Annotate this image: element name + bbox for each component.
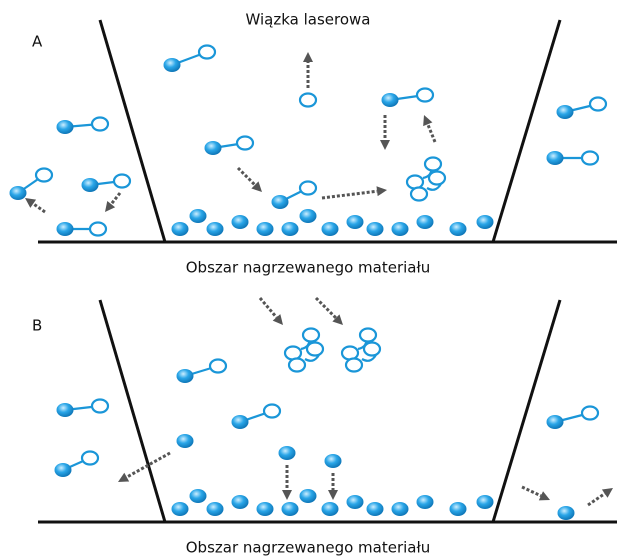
atom bbox=[347, 495, 364, 509]
arrow bbox=[588, 494, 605, 505]
atom-hollow bbox=[92, 118, 108, 131]
atom bbox=[57, 120, 74, 134]
page: Wiązka laserowa A Obszar nagrzewanego ma… bbox=[0, 0, 617, 558]
atom-hollow bbox=[346, 359, 362, 372]
beam-label: Wiązka laserowa bbox=[246, 11, 371, 29]
arrow-head bbox=[376, 186, 387, 196]
atom-hollow bbox=[90, 223, 106, 236]
atom-hollow bbox=[425, 158, 441, 171]
atom bbox=[257, 502, 274, 516]
atom-hollow bbox=[590, 98, 606, 111]
atom bbox=[177, 369, 194, 383]
atom bbox=[279, 446, 296, 460]
atom bbox=[347, 215, 364, 229]
diagram: Wiązka laserowa A Obszar nagrzewanego ma… bbox=[0, 0, 617, 558]
atom bbox=[172, 222, 189, 236]
atom bbox=[450, 502, 467, 516]
atom bbox=[392, 502, 409, 516]
atom-hollow bbox=[364, 343, 380, 356]
atom bbox=[367, 502, 384, 516]
atom-hollow bbox=[36, 169, 52, 182]
atom-hollow bbox=[114, 175, 130, 188]
atom-hollow bbox=[82, 452, 98, 465]
atom bbox=[282, 502, 299, 516]
atom bbox=[322, 222, 339, 236]
arrow bbox=[428, 124, 435, 142]
atom-hollow bbox=[237, 137, 253, 150]
arrow bbox=[260, 298, 277, 317]
caption: Obszar nagrzewanego materiału bbox=[186, 539, 431, 557]
atom bbox=[477, 215, 494, 229]
atom bbox=[367, 222, 384, 236]
atom-hollow bbox=[199, 46, 215, 59]
atom bbox=[547, 415, 564, 429]
atom bbox=[207, 222, 224, 236]
arrow-head bbox=[602, 488, 613, 498]
atom bbox=[450, 222, 467, 236]
atom-hollow bbox=[303, 329, 319, 342]
atom bbox=[325, 454, 342, 468]
atom bbox=[190, 209, 207, 223]
atom bbox=[557, 105, 574, 119]
atom bbox=[207, 502, 224, 516]
atom bbox=[177, 434, 194, 448]
atom bbox=[300, 489, 317, 503]
arrow bbox=[111, 193, 120, 204]
atom bbox=[10, 186, 27, 200]
atom-hollow bbox=[417, 89, 433, 102]
atom bbox=[232, 415, 249, 429]
atom bbox=[82, 178, 99, 192]
atom-hollow bbox=[264, 405, 280, 418]
atom-hollow bbox=[210, 360, 226, 373]
atom-hollow bbox=[582, 407, 598, 420]
wall bbox=[493, 300, 560, 522]
arrow bbox=[238, 168, 255, 185]
wall bbox=[493, 20, 560, 242]
arrow-head bbox=[282, 490, 292, 500]
wall bbox=[100, 300, 165, 522]
atom-hollow bbox=[307, 343, 323, 356]
arrow-head bbox=[118, 473, 129, 482]
atom bbox=[205, 141, 222, 155]
atom bbox=[57, 222, 74, 236]
atom bbox=[172, 502, 189, 516]
atom bbox=[55, 463, 72, 477]
atom bbox=[417, 215, 434, 229]
arrow bbox=[33, 204, 45, 212]
atom-hollow bbox=[300, 94, 316, 107]
atom-hollow bbox=[289, 359, 305, 372]
caption: Obszar nagrzewanego materiału bbox=[186, 259, 431, 277]
panel-label: B bbox=[32, 317, 42, 335]
arrow-head bbox=[328, 490, 338, 500]
atom bbox=[558, 506, 575, 520]
atom bbox=[382, 93, 399, 107]
arrow bbox=[522, 487, 541, 496]
arrow-head bbox=[303, 52, 313, 62]
atom bbox=[417, 495, 434, 509]
atom bbox=[477, 495, 494, 509]
atom-hollow bbox=[92, 400, 108, 413]
atom bbox=[322, 502, 339, 516]
atom-hollow bbox=[411, 188, 427, 201]
atom bbox=[232, 495, 249, 509]
atom bbox=[547, 151, 564, 165]
atom bbox=[164, 58, 181, 72]
arrow bbox=[322, 191, 377, 198]
atom bbox=[282, 222, 299, 236]
atom bbox=[272, 195, 289, 209]
atom-hollow bbox=[360, 329, 376, 342]
arrow-head bbox=[380, 140, 390, 150]
atom-hollow bbox=[429, 172, 445, 185]
atom bbox=[257, 222, 274, 236]
arrow-head bbox=[423, 115, 432, 126]
atom bbox=[232, 215, 249, 229]
atom-hollow bbox=[582, 152, 598, 165]
atom bbox=[300, 209, 317, 223]
atom bbox=[57, 403, 74, 417]
atom bbox=[190, 489, 207, 503]
atom-hollow bbox=[300, 182, 316, 195]
panel-label: A bbox=[32, 33, 43, 51]
atom bbox=[392, 222, 409, 236]
arrow bbox=[316, 298, 336, 318]
